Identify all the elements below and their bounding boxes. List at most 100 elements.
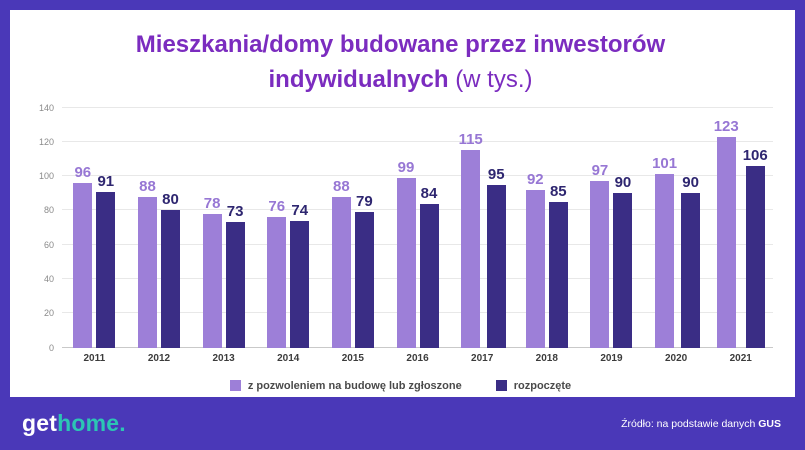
- legend: z pozwoleniem na budowę lub zgłoszone roz…: [28, 380, 773, 392]
- bar-group: 92 85: [514, 108, 579, 348]
- bar: [202, 213, 222, 348]
- y-axis: 0 20 40 60 80 100 120 140: [28, 103, 62, 353]
- value-label: 74: [291, 201, 309, 219]
- bar-group: 96 91: [62, 108, 127, 348]
- bar: [137, 196, 157, 348]
- value-label: 90: [614, 174, 632, 192]
- bar-wrap: 79: [354, 108, 374, 348]
- gridline: [62, 278, 773, 280]
- x-axis-label: 2021: [729, 352, 752, 364]
- bar: [396, 177, 416, 348]
- value-label: 76: [268, 198, 286, 216]
- bar-group: 101 90: [644, 108, 709, 348]
- bar-group: 99 84: [385, 108, 450, 348]
- legend-swatch: [495, 380, 507, 392]
- value-label: 95: [487, 165, 505, 183]
- bar: [745, 165, 765, 348]
- value-label: 80: [162, 191, 179, 209]
- bar: [354, 212, 374, 348]
- bar: [419, 203, 439, 348]
- bar: [225, 222, 245, 348]
- y-tick-label: 120: [38, 136, 54, 147]
- bar: [331, 196, 351, 348]
- gridline: [62, 209, 773, 211]
- legend-label: z pozwoleniem na budowę lub zgłoszone: [247, 379, 462, 392]
- y-tick-label: 60: [43, 239, 54, 250]
- source-bold: GUS: [758, 417, 781, 430]
- x-axis-label: 2011: [83, 352, 106, 364]
- gridline: [62, 106, 773, 108]
- x-axis-label: 2016: [406, 352, 429, 364]
- bar-wrap: 74: [290, 108, 310, 348]
- bar-wrap: 115: [459, 108, 483, 348]
- bar-group: 123 106: [708, 108, 773, 348]
- bar: [525, 189, 545, 348]
- bar-wrap: 101: [652, 108, 677, 348]
- legend-item: rozpoczęte: [495, 379, 572, 392]
- y-tick-label: 40: [43, 274, 54, 285]
- value-label: 88: [333, 177, 350, 195]
- bar: [590, 181, 610, 348]
- value-label: 92: [526, 170, 544, 188]
- x-axis-label: 2019: [600, 352, 623, 364]
- logo-dot: .: [119, 410, 126, 436]
- value-label: 91: [97, 172, 115, 190]
- value-label: 123: [713, 117, 739, 135]
- bar: [655, 174, 675, 348]
- bar-wrap: 78: [202, 108, 222, 348]
- bar-wrap: 88: [331, 108, 351, 348]
- gridline: [62, 140, 773, 142]
- y-tick-label: 140: [38, 102, 54, 113]
- bar-wrap: 96: [73, 108, 93, 348]
- gridline: [62, 243, 773, 245]
- bar-wrap: 91: [96, 108, 116, 348]
- bar-group: 88 80: [127, 108, 192, 348]
- value-label: 73: [226, 203, 244, 221]
- value-label: 79: [356, 193, 373, 211]
- x-axis: 2011 2012 2013 2014 2015 2016 2017 2018 2019 2020…: [62, 353, 773, 364]
- value-label: 88: [139, 177, 156, 195]
- value-label: 85: [549, 182, 567, 200]
- bar: [96, 191, 116, 348]
- bar-group: 78 73: [191, 108, 256, 348]
- bar: [486, 184, 506, 348]
- bar: [613, 193, 633, 348]
- logo-home: home: [57, 410, 120, 436]
- x-axis-label: 2014: [277, 352, 300, 364]
- value-label: 84: [420, 184, 438, 202]
- bar: [73, 183, 93, 348]
- bar-wrap: 90: [613, 108, 633, 348]
- value-label: 96: [74, 164, 92, 182]
- value-label: 90: [682, 174, 699, 192]
- value-label: 101: [652, 155, 678, 173]
- legend-swatch: [229, 380, 241, 392]
- bar: [548, 201, 568, 348]
- bar: [290, 220, 310, 348]
- plot-area: 96 91 88 80 78 73 76 74 88 79 99 84 115 95 92 85 97 90 101…: [62, 106, 773, 348]
- bar-wrap: 84: [419, 108, 439, 348]
- legend-label: rozpoczęte: [513, 379, 572, 392]
- footer-bar: gethome. Źródło: na podstawie danych GUS: [0, 397, 805, 450]
- bar: [716, 136, 736, 348]
- bar-group: 76 74: [256, 108, 321, 348]
- chart-title-unit: (w tys.): [455, 65, 533, 93]
- legend-item: z pozwoleniem na budowę lub zgłoszone: [229, 379, 462, 392]
- y-tick-label: 80: [43, 205, 54, 216]
- chart-title-main: Mieszkania/domy budowane przez inwestoró…: [135, 31, 666, 93]
- gridline: [62, 175, 773, 177]
- bar-group: 88 79: [321, 108, 386, 348]
- y-tick-label: 20: [43, 308, 54, 319]
- bar-wrap: 95: [486, 108, 506, 348]
- bar-wrap: 85: [548, 108, 568, 348]
- y-tick-label: 0: [48, 342, 54, 353]
- bar-groups: 96 91 88 80 78 73 76 74 88 79 99 84 115 95 92 85 97 90 101…: [62, 108, 773, 348]
- bar-wrap: 97: [590, 108, 610, 348]
- gethome-logo: gethome.: [22, 410, 126, 437]
- chart-card: Mieszkania/domy budowane przez inwestoró…: [10, 10, 795, 397]
- x-axis-label: 2012: [147, 352, 171, 364]
- bar-wrap: 99: [396, 108, 416, 348]
- value-label: 99: [397, 158, 415, 176]
- bar: [267, 217, 287, 348]
- source-prefix: Źródło: na podstawie danych: [621, 417, 759, 430]
- bar: [681, 193, 701, 348]
